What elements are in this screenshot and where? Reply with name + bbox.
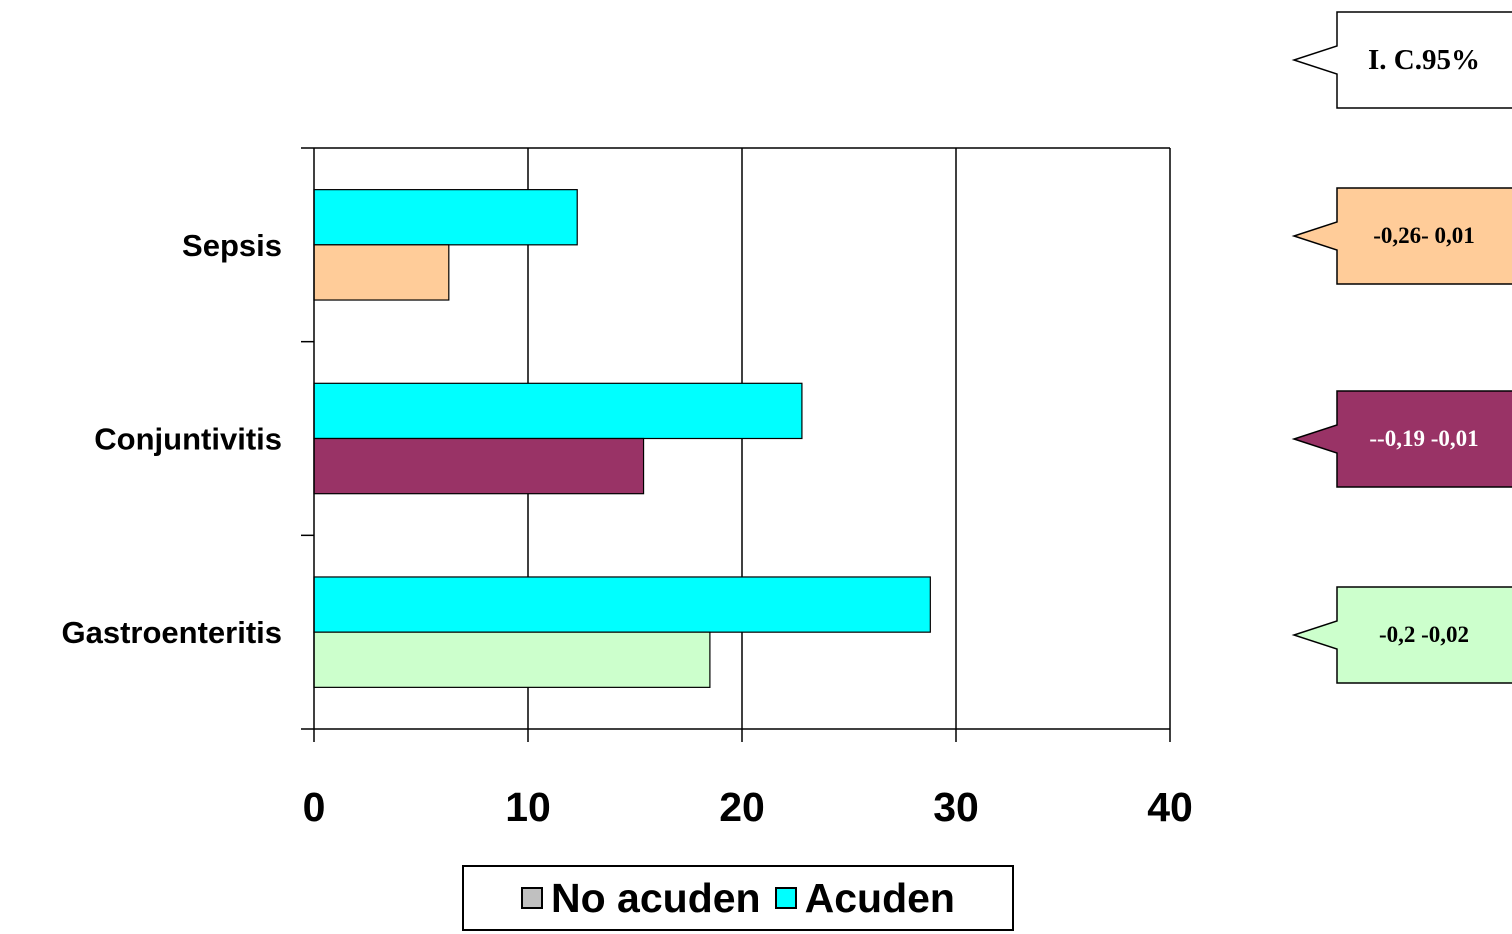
x-tick-label: 0 bbox=[303, 784, 326, 830]
ci-callout-sepsis: -0,26- 0,01 bbox=[1291, 187, 1512, 285]
chart-legend: No acuden Acuden bbox=[462, 865, 1014, 931]
legend-item-acuden: Acuden bbox=[774, 874, 955, 922]
ci-text-conjuntivitis: --0,19 -0,01 bbox=[1369, 426, 1479, 451]
callout-arrow-icon-shape bbox=[1291, 187, 1512, 285]
category-label-gastroenteritis: Gastroenteritis bbox=[61, 615, 282, 650]
legend-label-no-acuden: No acuden bbox=[551, 874, 761, 921]
callout-arrow-icon bbox=[1291, 586, 1512, 684]
category-label-conjuntivitis: Conjuntivitis bbox=[94, 422, 282, 457]
callout-arrow-icon bbox=[1291, 11, 1512, 109]
bar-acuden-conjuntivitis bbox=[313, 382, 803, 440]
bar-acuden-sepsis bbox=[313, 189, 578, 246]
legend-item-no-acuden: No acuden bbox=[521, 875, 761, 922]
bar-chart: Sepsis Conjuntivitis Gastroenteritis 0 10 20 3… bbox=[61, 147, 1193, 830]
ci-callout-conjuntivitis: --0,19 -0,01 bbox=[1291, 390, 1512, 488]
callout-arrow-icon-shape bbox=[1291, 11, 1512, 109]
bar-no-acuden-gastroenteritis bbox=[313, 631, 711, 688]
bar-no-acuden-conjuntivitis bbox=[313, 437, 645, 495]
legend-label-acuden: Acuden bbox=[804, 874, 955, 921]
x-tick-label: 40 bbox=[1147, 784, 1193, 830]
ci-header-text: I. C.95% bbox=[1368, 43, 1480, 76]
callout-arrow-icon bbox=[1291, 390, 1512, 488]
ci-header-callout: I. C.95% bbox=[1291, 11, 1512, 109]
category-label-sepsis: Sepsis bbox=[182, 228, 282, 263]
ci-text-sepsis: -0,26- 0,01 bbox=[1373, 223, 1475, 248]
ci-text-gastroenteritis: -0,2 -0,02 bbox=[1378, 622, 1470, 647]
callout-arrow-icon bbox=[1291, 187, 1512, 285]
bar-acuden-gastroenteritis bbox=[313, 576, 931, 633]
legend-swatch-acuden bbox=[774, 887, 797, 909]
ci-callout-gastroenteritis: -0,2 -0,02 bbox=[1291, 586, 1512, 684]
bar-no-acuden-sepsis bbox=[313, 244, 450, 301]
callout-arrow-icon-shape bbox=[1291, 586, 1512, 684]
x-tick-label: 20 bbox=[719, 784, 765, 830]
x-tick-label: 30 bbox=[933, 784, 979, 830]
legend-swatch-no-acuden bbox=[521, 887, 544, 909]
callout-arrow-icon-shape bbox=[1291, 390, 1512, 488]
x-tick-label: 10 bbox=[505, 784, 551, 830]
